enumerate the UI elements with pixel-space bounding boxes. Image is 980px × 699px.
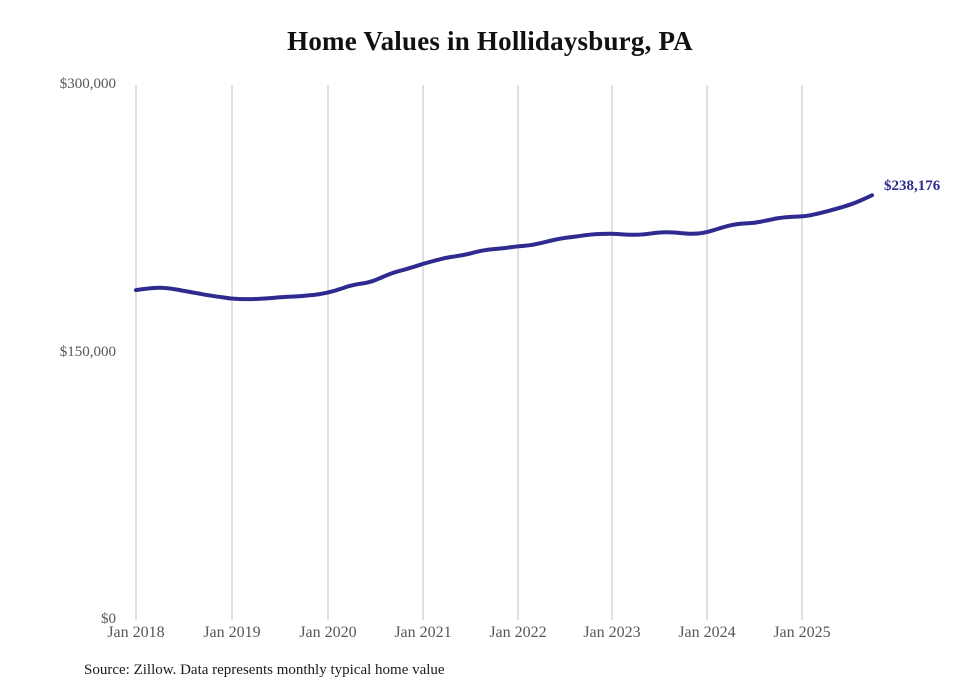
x-tick-label-jan-2018: Jan 2018 (107, 624, 165, 641)
series-line-group (134, 193, 874, 302)
end-value-annotation: $238,176 (884, 178, 941, 194)
source-note: Source: Zillow. Data represents monthly … (84, 662, 445, 678)
x-tick-label-jan-2023: Jan 2023 (583, 624, 641, 641)
x-tick-label-jan-2020: Jan 2020 (299, 624, 357, 641)
y-tick-label-300000: $300,000 (59, 76, 116, 92)
gridlines (135, 85, 803, 620)
y-tick-label-150000: $150,000 (59, 343, 116, 360)
x-tick-label-jan-2024: Jan 2024 (678, 624, 736, 641)
series-line-typical-home-value (134, 193, 874, 302)
x-tick-label-jan-2025: Jan 2025 (773, 624, 831, 641)
y-tick-label-0: $0 (101, 611, 116, 627)
x-tick-label-jan-2022: Jan 2022 (489, 624, 547, 641)
x-tick-label-jan-2019: Jan 2019 (203, 624, 261, 641)
x-tick-label-jan-2021: Jan 2021 (394, 624, 452, 641)
chart-title: Home Values in Hollidaysburg, PA (287, 26, 693, 56)
